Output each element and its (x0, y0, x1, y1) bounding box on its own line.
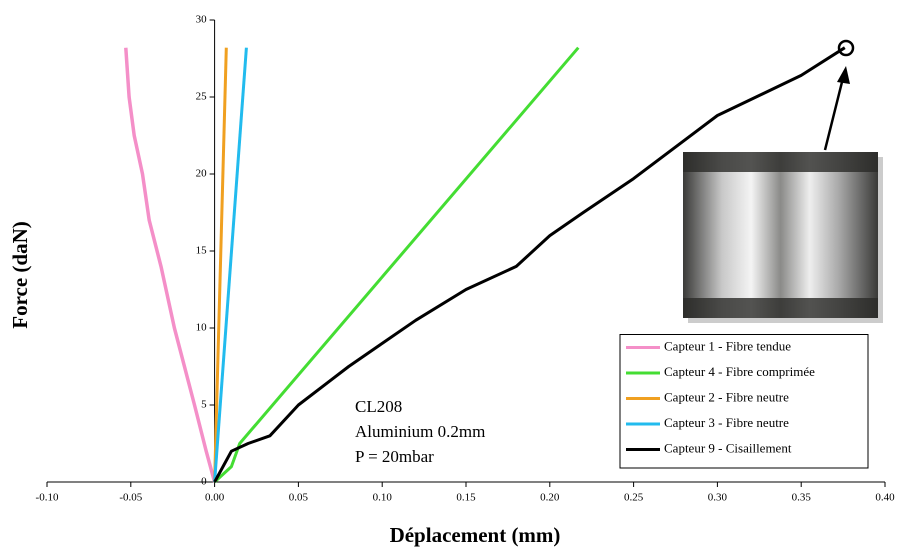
legend-label: Capteur 9 - Cisaillement (664, 440, 792, 455)
x-axis-title: Déplacement (mm) (390, 523, 561, 547)
legend: Capteur 1 - Fibre tendue Capteur 4 - Fibr… (619, 334, 869, 469)
series-line (213, 46, 580, 484)
x-tick-label: 0.20 (540, 492, 560, 504)
legend-label: Capteur 1 - Fibre tendue (664, 338, 791, 353)
x-tick-label: -0.10 (36, 492, 59, 504)
highlight-circle (837, 39, 855, 57)
arrow (823, 77, 845, 151)
annotation: CL208 (355, 397, 402, 416)
series-line (213, 47, 248, 483)
photo (683, 152, 878, 318)
x-tick-label: 0.30 (708, 492, 728, 504)
x-tick-label: 0.00 (205, 492, 225, 504)
legend-label: Capteur 4 - Fibre comprimée (664, 364, 815, 379)
x-tick-label: 0.15 (456, 492, 476, 504)
y-axis-title: Force (daN) (8, 221, 32, 329)
series-line (124, 47, 217, 483)
x-tick-label: 0.10 (373, 492, 393, 504)
legend-label: Capteur 3 - Fibre neutre (664, 415, 789, 430)
y-tick-label: 0 (201, 476, 207, 488)
photo-band (683, 152, 878, 172)
y-tick-label: 20 (196, 168, 208, 180)
x-tick-label: 0.40 (875, 492, 895, 504)
photo-band (683, 298, 878, 318)
series-line (213, 47, 228, 483)
legend-box (619, 334, 869, 469)
x-tick-label: 0.35 (792, 492, 812, 504)
plot-area: -0.10 -0.05 0.00 0.05 0.10 0.15 0.20 0.25 0.30 0.… (36, 14, 896, 504)
annotation: P = 20mbar (355, 447, 434, 466)
y-tick-label: 5 (201, 399, 207, 411)
arrow-head (837, 66, 850, 84)
y-tick-label: 25 (196, 91, 208, 103)
y-tick-label: 10 (196, 322, 208, 334)
y-tick-label: 30 (196, 14, 208, 26)
x-tick-label: 0.25 (624, 492, 644, 504)
x-tick-label: -0.05 (119, 492, 142, 504)
series-line (213, 46, 846, 483)
y-tick-label: 15 (196, 245, 208, 257)
legend-label: Capteur 2 - Fibre neutre (664, 389, 789, 404)
annotation: Aluminium 0.2mm (355, 422, 485, 441)
x-tick-label: 0.05 (289, 492, 309, 504)
